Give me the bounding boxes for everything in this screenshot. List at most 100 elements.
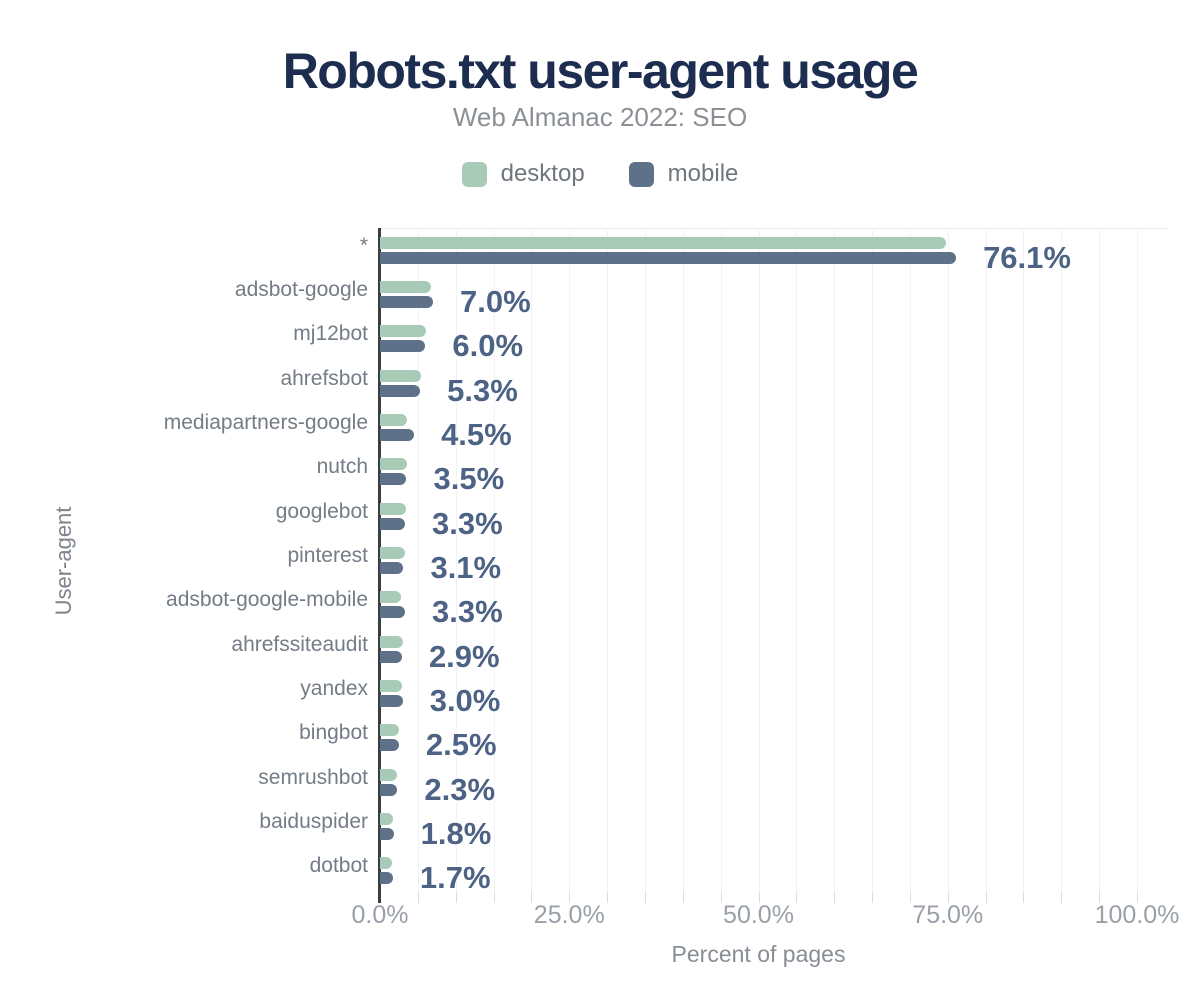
category-label: googlebot: [275, 499, 368, 523]
bar-desktop[interactable]: [380, 724, 399, 737]
y-axis-title: User-agent: [51, 506, 76, 616]
chart-row: bingbot 2.5%: [299, 716, 1168, 763]
x-axis-tick: [758, 893, 760, 903]
bar-mobile[interactable]: [380, 473, 407, 486]
value-label: 5.3%: [447, 372, 518, 408]
category-label: ahrefssiteaudit: [231, 632, 368, 656]
value-label: 2.5%: [425, 727, 497, 763]
value-label: 6.0%: [452, 328, 524, 364]
legend: desktop mobile: [0, 160, 1200, 188]
y-axis-line: [378, 228, 381, 893]
x-axis-tick: [872, 893, 874, 903]
chart-row: adsbot-google 7.0%: [235, 272, 1168, 319]
bar-mobile[interactable]: [380, 694, 403, 707]
x-axis-tick: [607, 893, 609, 903]
bar-mobile[interactable]: [380, 606, 405, 619]
x-axis-tick: [720, 893, 722, 903]
x-axis-tick: [796, 893, 798, 903]
x-axis-title: Percent of pages: [671, 941, 846, 967]
value-label: 4.5%: [441, 416, 512, 452]
x-axis-tick: [569, 893, 571, 903]
bar-mobile[interactable]: [380, 428, 415, 441]
value-label: 76.1%: [983, 239, 1071, 275]
bar-desktop[interactable]: [380, 546, 405, 559]
category-label: yandex: [300, 676, 368, 700]
x-axis-tick: [1137, 893, 1138, 903]
bar-mobile[interactable]: [380, 561, 404, 574]
x-axis-tick: [455, 893, 457, 903]
x-axis-tick: [947, 893, 949, 903]
gridline: [607, 228, 609, 893]
legend-label-mobile: mobile: [667, 160, 739, 187]
bar-desktop[interactable]: [380, 502, 406, 515]
bar-mobile[interactable]: [380, 295, 433, 308]
value-label: 2.9%: [428, 638, 500, 674]
chart-row: mediapartners-google 4.5%: [164, 405, 1168, 452]
bar-desktop[interactable]: [380, 369, 421, 382]
gridline: [682, 228, 684, 893]
legend-item-desktop[interactable]: desktop: [461, 160, 585, 188]
x-tick-label: 25.0%: [533, 901, 605, 929]
category-label: mediapartners-google: [163, 410, 368, 434]
bar-mobile[interactable]: [380, 739, 399, 752]
bar-desktop[interactable]: [380, 325, 427, 338]
gridline: [1061, 228, 1063, 893]
gridline: [1099, 228, 1101, 893]
bar-desktop[interactable]: [380, 458, 408, 471]
chart-row: yandex 3.0%: [300, 671, 1168, 718]
x-axis-tick: [1023, 893, 1025, 903]
category-label: *: [359, 233, 368, 257]
category-label: nutch: [316, 455, 368, 479]
bar-mobile[interactable]: [380, 872, 393, 885]
bar-mobile[interactable]: [380, 783, 398, 796]
bar-mobile[interactable]: [380, 340, 426, 353]
bar-mobile[interactable]: [380, 251, 957, 264]
bar-mobile[interactable]: [380, 517, 405, 530]
gridline: [569, 228, 571, 893]
x-tick-label: 50.0%: [723, 901, 794, 929]
bar-desktop[interactable]: [380, 635, 403, 648]
value-label: 3.5%: [433, 461, 505, 497]
value-label: 1.7%: [419, 860, 491, 896]
mobile-swatch-icon: [628, 161, 654, 187]
gridline: [947, 228, 949, 893]
category-label: pinterest: [287, 543, 368, 567]
x-axis-tick: [985, 893, 987, 903]
x-tick-label: 75.0%: [912, 901, 984, 929]
x-axis-tick: [1061, 893, 1063, 903]
chart-subtitle: Web Almanac 2022: SEO: [452, 102, 748, 132]
gridline: [644, 228, 646, 893]
bar-desktop[interactable]: [380, 413, 408, 426]
bar-desktop[interactable]: [380, 591, 402, 604]
chart-row: mj12bot 6.0%: [293, 317, 1168, 364]
desktop-swatch-icon: [461, 161, 487, 187]
chart-row: ahrefssiteaudit 2.9%: [231, 627, 1168, 674]
plot-top-border: [380, 228, 1168, 229]
bar-mobile[interactable]: [380, 827, 394, 840]
x-axis-tick: [644, 893, 646, 903]
value-label: 1.8%: [420, 815, 492, 851]
legend-item-mobile[interactable]: mobile: [628, 160, 739, 188]
x-axis-tick: [909, 893, 911, 903]
chart-row: semrushbot 2.3%: [258, 760, 1168, 807]
chart-row: pinterest 3.1%: [287, 538, 1168, 585]
bar-desktop[interactable]: [380, 280, 431, 293]
category-label: adsbot-google-mobile: [166, 588, 368, 612]
bar-mobile[interactable]: [380, 650, 402, 663]
bar-desktop[interactable]: [380, 812, 393, 825]
bar-desktop[interactable]: [380, 236, 947, 249]
bar-desktop[interactable]: [380, 679, 402, 692]
chart-row: adsbot-google-mobile 3.3%: [166, 583, 1168, 629]
category-label: ahrefsbot: [280, 366, 368, 390]
x-axis-tick: [1099, 893, 1101, 903]
chart-row: nutch 3.5%: [317, 450, 1168, 497]
bar-desktop[interactable]: [380, 857, 393, 870]
bar-desktop[interactable]: [380, 768, 398, 781]
category-label: mj12bot: [293, 322, 368, 346]
x-tick-label: 0.0%: [351, 901, 409, 929]
x-axis-tick: [417, 893, 419, 903]
bar-mobile[interactable]: [380, 384, 421, 397]
chart-row: baiduspider 1.8%: [259, 804, 1168, 851]
legend-label-desktop: desktop: [500, 160, 585, 187]
